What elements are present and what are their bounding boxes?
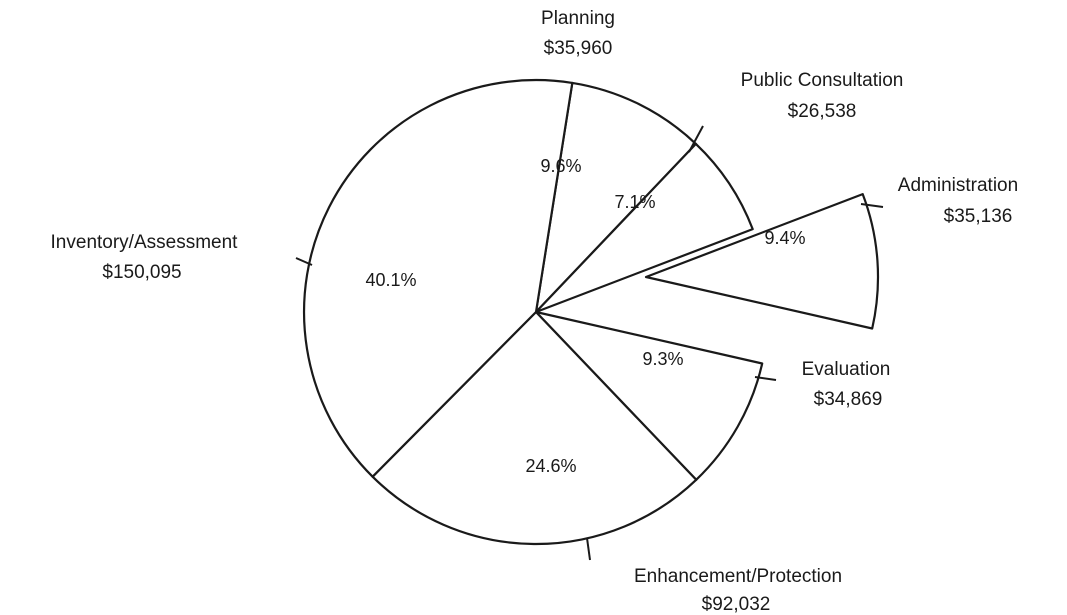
slice-amount-evaluation: $34,869 bbox=[814, 389, 883, 410]
slice-percent-administration: 9.4% bbox=[764, 228, 805, 248]
slice-amount-inventory-assessment: $150,095 bbox=[102, 262, 181, 283]
leader-line-inventory-assessment bbox=[295, 257, 313, 266]
slice-name-evaluation: Evaluation bbox=[802, 359, 891, 380]
leader-line-enhancement-protection bbox=[586, 537, 591, 561]
pie-slice-evaluation bbox=[534, 310, 764, 481]
leader-line-evaluation bbox=[754, 376, 777, 381]
slice-amount-administration: $35,136 bbox=[944, 206, 1013, 227]
slice-labels: Planning $35,960 Public Consultation $26,53… bbox=[51, 8, 1019, 615]
pie-slice-enhancement-protection bbox=[371, 310, 698, 546]
leader-line-public-consultation bbox=[688, 125, 704, 153]
slice-amount-public-consultation: $26,538 bbox=[788, 101, 857, 122]
pie-slice-administration bbox=[644, 193, 880, 330]
pie-slice-planning bbox=[534, 81, 697, 314]
slice-amount-enhancement-protection: $92,032 bbox=[702, 594, 771, 615]
slice-amount-planning: $35,960 bbox=[544, 38, 613, 59]
pie-slice-inventory-assessment bbox=[302, 78, 574, 478]
slice-percent-evaluation: 9.3% bbox=[642, 349, 683, 369]
slice-percent-planning: 9.6% bbox=[540, 156, 581, 176]
slice-percent-inventory-assessment: 40.1% bbox=[365, 270, 416, 290]
leader-lines bbox=[295, 125, 884, 561]
slice-name-inventory-assessment: Inventory/Assessment bbox=[51, 232, 239, 253]
pie-slices bbox=[302, 78, 880, 546]
percent-labels: 9.6% 7.1% 9.4% 9.3% 24.6% 40.1% bbox=[365, 156, 805, 476]
slice-name-administration: Administration bbox=[898, 175, 1018, 196]
slice-percent-enhancement-protection: 24.6% bbox=[525, 456, 576, 476]
slice-name-planning: Planning bbox=[541, 8, 615, 29]
pie-slice-public-consultation bbox=[534, 142, 754, 314]
slice-name-enhancement-protection: Enhancement/Protection bbox=[634, 566, 842, 587]
leader-line-administration bbox=[860, 203, 884, 208]
slice-name-public-consultation: Public Consultation bbox=[741, 70, 904, 91]
slice-percent-public-consultation: 7.1% bbox=[614, 192, 655, 212]
